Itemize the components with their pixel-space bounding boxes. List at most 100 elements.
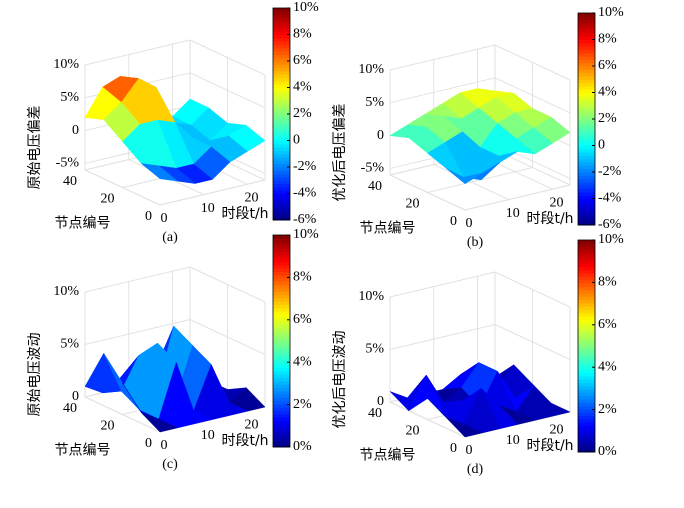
colorbar-swatch	[578, 205, 595, 209]
colorbar-swatch	[273, 117, 290, 122]
x-axis-label: 时段t/h	[221, 206, 268, 222]
panel-label: (a)	[162, 230, 178, 245]
colorbar-swatch	[578, 240, 595, 244]
colorbar-swatch	[273, 87, 290, 92]
colorbar-swatch	[578, 445, 595, 450]
colorbar-swatch	[578, 42, 595, 47]
colorbar-swatch	[273, 173, 290, 178]
y-axis-label: 节点编号	[360, 221, 416, 237]
colorbar-swatch	[273, 31, 290, 35]
grid-line	[427, 167, 533, 193]
colorbar-tick-label: 4%	[598, 359, 617, 374]
colorbar-swatch	[273, 288, 290, 292]
colorbar-swatch	[578, 49, 595, 54]
colorbar-swatch	[273, 390, 290, 395]
z-tick-label: -5%	[56, 156, 80, 171]
colorbar-swatch	[578, 152, 595, 156]
colorbar-swatch	[273, 110, 290, 115]
colorbar-swatch	[578, 395, 595, 400]
colorbar-swatch	[578, 319, 595, 324]
x-tick-label: 0	[161, 211, 168, 226]
y-axis-label: 节点编号	[360, 448, 416, 464]
colorbar-swatch	[578, 89, 595, 93]
z-tick-label: 0	[72, 389, 79, 404]
colorbar-swatch	[273, 44, 290, 49]
colorbar-tick-label: 10%	[293, 0, 319, 15]
colorbar-swatch	[578, 119, 595, 123]
colorbar-swatch	[273, 324, 290, 329]
colorbar-swatch	[273, 387, 290, 392]
colorbar-swatch	[578, 355, 595, 360]
colorbar-swatch	[578, 316, 595, 320]
colorbar-swatch	[273, 127, 290, 132]
grid-line	[159, 179, 266, 206]
colorbar-swatch	[273, 216, 290, 221]
colorbar-swatch	[578, 142, 595, 146]
z-tick-label: 10%	[53, 284, 79, 299]
colorbar-swatch	[273, 377, 290, 382]
x-tick-label: 20	[245, 417, 259, 432]
z-axis-label: 原始电压波动	[27, 333, 43, 417]
colorbar-swatch	[273, 244, 290, 249]
colorbar-swatch	[578, 253, 595, 258]
colorbar-swatch	[273, 80, 290, 85]
colorbar-swatch	[273, 370, 290, 375]
colorbar-swatch	[578, 128, 595, 133]
colorbar-swatch	[273, 397, 290, 402]
colorbar-swatch	[578, 428, 595, 433]
colorbar-swatch	[578, 306, 595, 311]
colorbar-tick-label: -6%	[598, 217, 622, 232]
colorbar-swatch	[578, 418, 595, 423]
colorbar-swatch	[273, 74, 290, 79]
surface-cell	[446, 168, 483, 185]
colorbar-swatch	[273, 410, 290, 415]
colorbar-swatch	[578, 365, 595, 370]
colorbar-swatch	[578, 148, 595, 153]
z-tick-label: 5%	[365, 342, 384, 357]
colorbar-swatch	[578, 336, 595, 340]
colorbar-swatch	[578, 178, 595, 183]
panel-label: (c)	[162, 457, 178, 472]
grid-line	[84, 266, 191, 293]
z-axis-label: 优化后电压偏差	[332, 104, 348, 202]
z-tick-label: 10%	[358, 289, 384, 304]
colorbar-swatch	[273, 210, 290, 214]
colorbar-swatch	[273, 443, 290, 448]
grid-line	[464, 184, 571, 211]
colorbar-swatch	[273, 147, 290, 151]
y-axis-label: 节点编号	[55, 443, 111, 459]
colorbar-swatch	[578, 352, 595, 357]
colorbar-swatch	[578, 29, 595, 34]
colorbar-swatch	[273, 380, 290, 385]
colorbar-swatch	[273, 321, 290, 325]
x-tick-label: 10	[201, 428, 215, 443]
colorbar-swatch	[273, 140, 290, 145]
grid-line	[389, 271, 496, 298]
colorbar-swatch	[273, 423, 290, 428]
colorbar-swatch	[273, 364, 290, 368]
colorbar-swatch	[273, 133, 290, 138]
colorbar-swatch	[273, 130, 290, 135]
colorbar-tick-label: 4%	[293, 80, 312, 95]
z-tick-label: 0	[377, 128, 384, 143]
colorbar-swatch	[273, 137, 290, 141]
colorbar-swatch	[273, 114, 290, 118]
colorbar-swatch	[273, 294, 290, 299]
x-tick-label: 10	[506, 433, 520, 448]
x-axis-label: 时段t/h	[526, 211, 573, 227]
colorbar-swatch	[578, 52, 595, 57]
colorbar-swatch	[273, 176, 290, 181]
colorbar-swatch	[578, 79, 595, 84]
y-tick-label: 20	[406, 197, 420, 212]
colorbar-swatch	[273, 430, 290, 435]
colorbar-swatch	[273, 357, 290, 362]
surface-cell	[140, 163, 179, 182]
colorbar-swatch	[578, 188, 595, 193]
colorbar-swatch	[578, 382, 595, 387]
colorbar-swatch	[578, 162, 595, 166]
colorbar-swatch	[273, 163, 290, 168]
colorbar-swatch	[578, 95, 595, 100]
colorbar-swatch	[273, 100, 290, 105]
colorbar-swatch	[273, 120, 290, 125]
colorbar-swatch	[273, 417, 290, 421]
